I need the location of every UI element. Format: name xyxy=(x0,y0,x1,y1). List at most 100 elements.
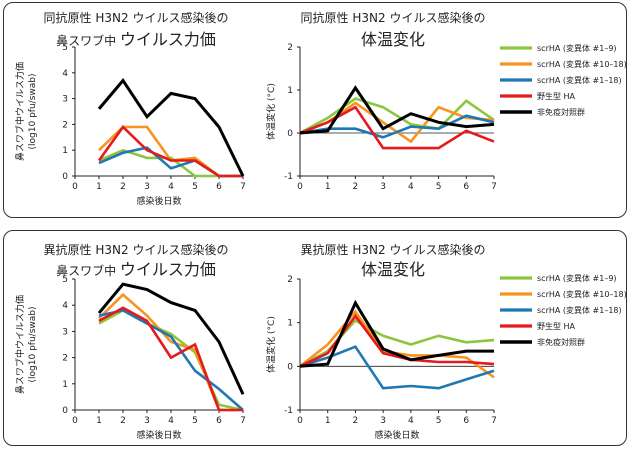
y-tick-label: 5 xyxy=(62,43,68,53)
legend-label-ctrl: 非免疫対照群 xyxy=(537,107,585,117)
series-line-ctrl xyxy=(97,78,245,177)
series-line-wt xyxy=(98,306,243,412)
legend-label-scr1_18: scrHA (変異体 #1–18) xyxy=(537,75,622,85)
x-tick-label: 6 xyxy=(463,182,469,192)
series-line-ctrl xyxy=(97,282,245,395)
y-tick-label: 5 xyxy=(62,275,68,285)
x-axis-label: 感染後日数 xyxy=(136,429,181,441)
y-axis-label: 体温変化 (°C) xyxy=(265,316,277,373)
y-axis-label: 鼻スワブ中ウイルス力価 xyxy=(14,295,26,394)
x-tick-label: 0 xyxy=(297,416,303,426)
x-tick-label: 1 xyxy=(96,416,102,426)
x-tick-label: 6 xyxy=(463,416,469,426)
chart-title-line2: 鼻スワブ中 ウイルス力価 xyxy=(56,30,216,49)
legend-label-ctrl: 非免疫対照群 xyxy=(537,337,585,347)
series-line-scr1_18 xyxy=(98,309,244,411)
y-axis-label-unit: (log10 pfu/swab) xyxy=(28,307,38,383)
y-tick-label: 2 xyxy=(62,354,68,364)
y-tick-label: 4 xyxy=(62,69,68,79)
y-axis-label: 鼻スワブ中ウイルス力価 xyxy=(14,62,26,161)
x-axis-label: 感染後日数 xyxy=(136,195,181,207)
chart-title-line1: 異抗原性 H3N2 ウイルス感染後の xyxy=(44,242,229,257)
y-tick-label: 0 xyxy=(62,172,68,182)
x-axis-label: 感染後日数 xyxy=(374,429,419,441)
top-panel xyxy=(3,2,627,218)
chart-title-line2: 体温変化 xyxy=(361,30,425,49)
chart-title-big: 体温変化 xyxy=(361,260,425,279)
legend-label-wt: 野生型 HA xyxy=(537,91,576,101)
chart-title-small: 鼻スワブ中 xyxy=(56,33,120,48)
x-tick-label: 0 xyxy=(72,182,78,192)
chart-title-big: 体温変化 xyxy=(361,30,425,49)
chart-title-line1: 同抗原性 H3N2 ウイルス感染後の xyxy=(44,10,229,25)
x-tick-label: 7 xyxy=(240,416,246,426)
series-line-scr1_9 xyxy=(299,97,495,135)
legend-label-scr10_18: scrHA (変異体 #10–18) xyxy=(537,289,627,299)
series-line-wt xyxy=(299,313,495,368)
chart-title-small: 鼻スワブ中 xyxy=(56,263,120,278)
x-tick-label: 1 xyxy=(325,182,331,192)
x-tick-label: 2 xyxy=(353,182,359,192)
x-tick-label: 0 xyxy=(297,182,303,192)
y-tick-label: 2 xyxy=(287,275,293,285)
x-tick-label: 2 xyxy=(120,416,126,426)
legend-label-scr10_18: scrHA (変異体 #10–18) xyxy=(537,59,627,69)
series-line-scr1_18 xyxy=(299,114,495,139)
legend-1: scrHA (変異体 #1–9) scrHA (変異体 #10–18) scrHA … xyxy=(500,43,627,117)
x-tick-label: 1 xyxy=(325,416,331,426)
series-line-wt xyxy=(299,105,495,150)
chart-title-line1: 異抗原性 H3N2 ウイルス感染後の xyxy=(301,242,486,257)
y-tick-label: 1 xyxy=(62,380,68,390)
y-tick-label: 0 xyxy=(287,362,293,372)
x-tick-label: 5 xyxy=(192,182,198,192)
x-tick-label: 6 xyxy=(216,416,222,426)
x-tick-label: 2 xyxy=(353,416,359,426)
legend-label-wt: 野生型 HA xyxy=(537,321,576,331)
y-tick-label: 0 xyxy=(287,129,293,139)
legend-label-scr1_9: scrHA (変異体 #1–9) xyxy=(537,43,617,53)
x-tick-label: 4 xyxy=(408,182,414,192)
y-tick-label: -1 xyxy=(284,406,293,416)
x-tick-label: 4 xyxy=(168,182,174,192)
legend-label-scr1_18: scrHA (変異体 #1–18) xyxy=(537,305,622,315)
x-tick-label: 6 xyxy=(216,182,222,192)
x-tick-label: 5 xyxy=(436,182,442,192)
x-tick-label: 7 xyxy=(491,416,497,426)
y-tick-label: 2 xyxy=(62,120,68,130)
x-tick-label: 4 xyxy=(408,416,414,426)
x-tick-label: 3 xyxy=(144,416,150,426)
x-tick-label: 3 xyxy=(144,182,150,192)
series-line-wt xyxy=(97,125,243,178)
series-line-scr10_18 xyxy=(299,309,495,379)
x-tick-label: 0 xyxy=(72,416,78,426)
legend-label-scr1_9: scrHA (変異体 #1–9) xyxy=(537,273,617,283)
x-tick-label: 4 xyxy=(168,416,174,426)
y-tick-label: 4 xyxy=(62,301,68,311)
x-tick-label: 2 xyxy=(120,182,126,192)
x-tick-label: 7 xyxy=(491,182,497,192)
series-line-ctrl xyxy=(299,85,495,135)
chart-title-big: ウイルス力価 xyxy=(120,260,216,279)
x-tick-label: 3 xyxy=(380,416,386,426)
x-tick-label: 1 xyxy=(96,182,102,192)
x-tick-label: 3 xyxy=(380,182,386,192)
legend-2: scrHA (変異体 #1–9) scrHA (変異体 #10–18) scrHA … xyxy=(500,273,627,347)
y-tick-label: 1 xyxy=(287,86,293,96)
y-tick-label: 0 xyxy=(62,406,68,416)
y-tick-label: 2 xyxy=(287,43,293,53)
x-tick-label: 5 xyxy=(436,416,442,426)
y-axis-label-unit: (log10 pfu/swab) xyxy=(28,74,38,150)
chart-title-line2: 鼻スワブ中 ウイルス力価 xyxy=(56,260,216,279)
y-tick-label: -1 xyxy=(284,172,293,182)
y-tick-label: 1 xyxy=(62,146,68,156)
chart-title-big: ウイルス力価 xyxy=(120,30,216,49)
y-tick-label: 3 xyxy=(62,327,68,337)
y-tick-label: 3 xyxy=(62,95,68,105)
chart-title-line1: 同抗原性 H3N2 ウイルス感染後の xyxy=(301,10,486,25)
series-line-ctrl xyxy=(299,299,494,368)
